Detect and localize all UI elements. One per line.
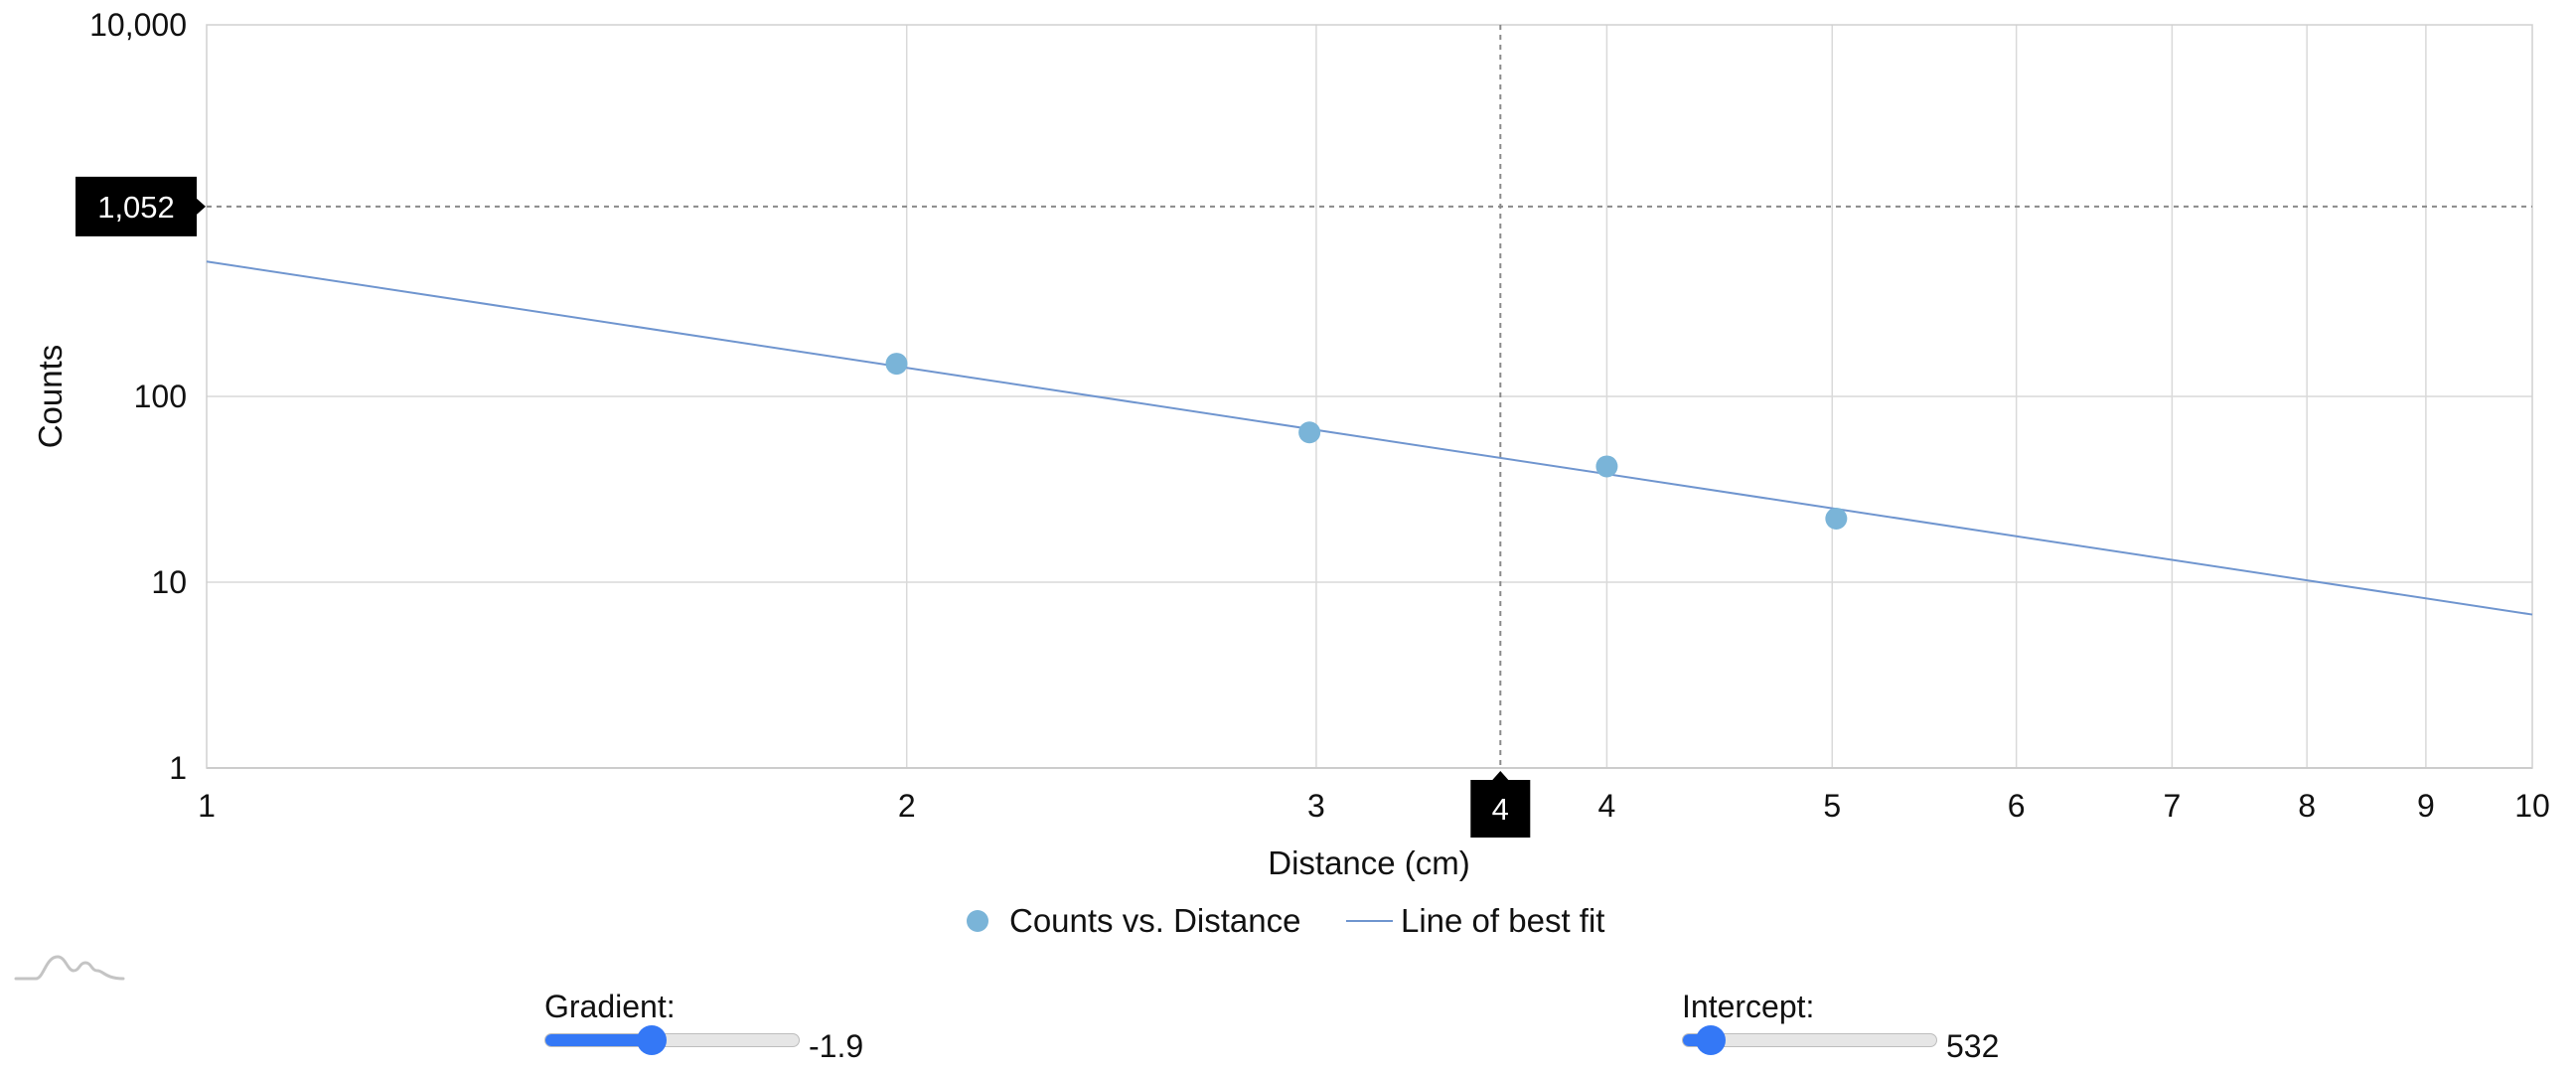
legend-scatter-marker [967, 910, 988, 932]
x-tick-label: 7 [2163, 788, 2181, 824]
crosshair: 1,052 4 [76, 25, 2532, 838]
data-point[interactable] [1825, 507, 1848, 530]
x-tick-label: 6 [2008, 788, 2026, 824]
legend-scatter-label: Counts vs. Distance [1009, 902, 1300, 939]
x-tick-labels: 1 2 3 4 5 6 7 8 9 10 [198, 788, 2550, 824]
gradient-label: Gradient: [544, 989, 676, 1024]
crosshair-x-label: 4 [1470, 771, 1531, 838]
y-axis-title: Counts [32, 345, 69, 449]
y-tick-label: 1 [169, 750, 187, 786]
data-point[interactable] [1298, 421, 1321, 444]
data-point[interactable] [1595, 455, 1618, 478]
y-tick-label: 10 [151, 564, 187, 600]
x-tick-label: 5 [1823, 788, 1841, 824]
intercept-control: Intercept: 532 [1682, 989, 2040, 1068]
crosshair-y-value: 1,052 [97, 190, 175, 225]
intercept-value: 532 [1946, 1028, 2000, 1064]
wave-logo-icon [14, 955, 125, 981]
legend: Counts vs. Distance Line of best fit [967, 902, 1604, 939]
gradient-slider-fill [545, 1034, 653, 1046]
crosshair-y-label: 1,052 [76, 176, 206, 236]
gradient-control: Gradient: -1.9 [544, 989, 902, 1068]
x-tick-label: 1 [198, 788, 216, 824]
gridlines [207, 25, 2532, 769]
best-fit-line [206, 260, 2533, 616]
x-tick-label: 4 [1598, 788, 1616, 824]
x-tick-label: 10 [2514, 788, 2550, 824]
y-tick-label: 100 [134, 379, 187, 414]
y-tick-label: 10,000 [89, 7, 187, 43]
crosshair-x-value: 4 [1492, 792, 1509, 827]
x-tick-label: 2 [898, 788, 916, 824]
gradient-slider-thumb[interactable] [637, 1025, 668, 1055]
intercept-slider-thumb[interactable] [1696, 1025, 1727, 1055]
gradient-value: -1.9 [809, 1028, 864, 1064]
x-tick-label: 9 [2417, 788, 2435, 824]
x-tick-label: 8 [2298, 788, 2316, 824]
data-point[interactable] [885, 353, 908, 376]
intercept-slider[interactable] [1682, 1025, 1937, 1055]
legend-item-line[interactable]: Line of best fit [1346, 902, 1604, 939]
intercept-label: Intercept: [1682, 989, 1815, 1024]
plot-area-border [206, 24, 2533, 769]
legend-line-label: Line of best fit [1401, 902, 1604, 939]
y-tick-labels: 1 10 100 10,000 [89, 7, 187, 786]
x-axis-title: Distance (cm) [1268, 844, 1470, 881]
gradient-slider[interactable] [544, 1025, 800, 1055]
x-tick-label: 3 [1307, 788, 1325, 824]
data-points [885, 353, 1848, 530]
legend-item-scatter[interactable]: Counts vs. Distance [967, 902, 1300, 939]
